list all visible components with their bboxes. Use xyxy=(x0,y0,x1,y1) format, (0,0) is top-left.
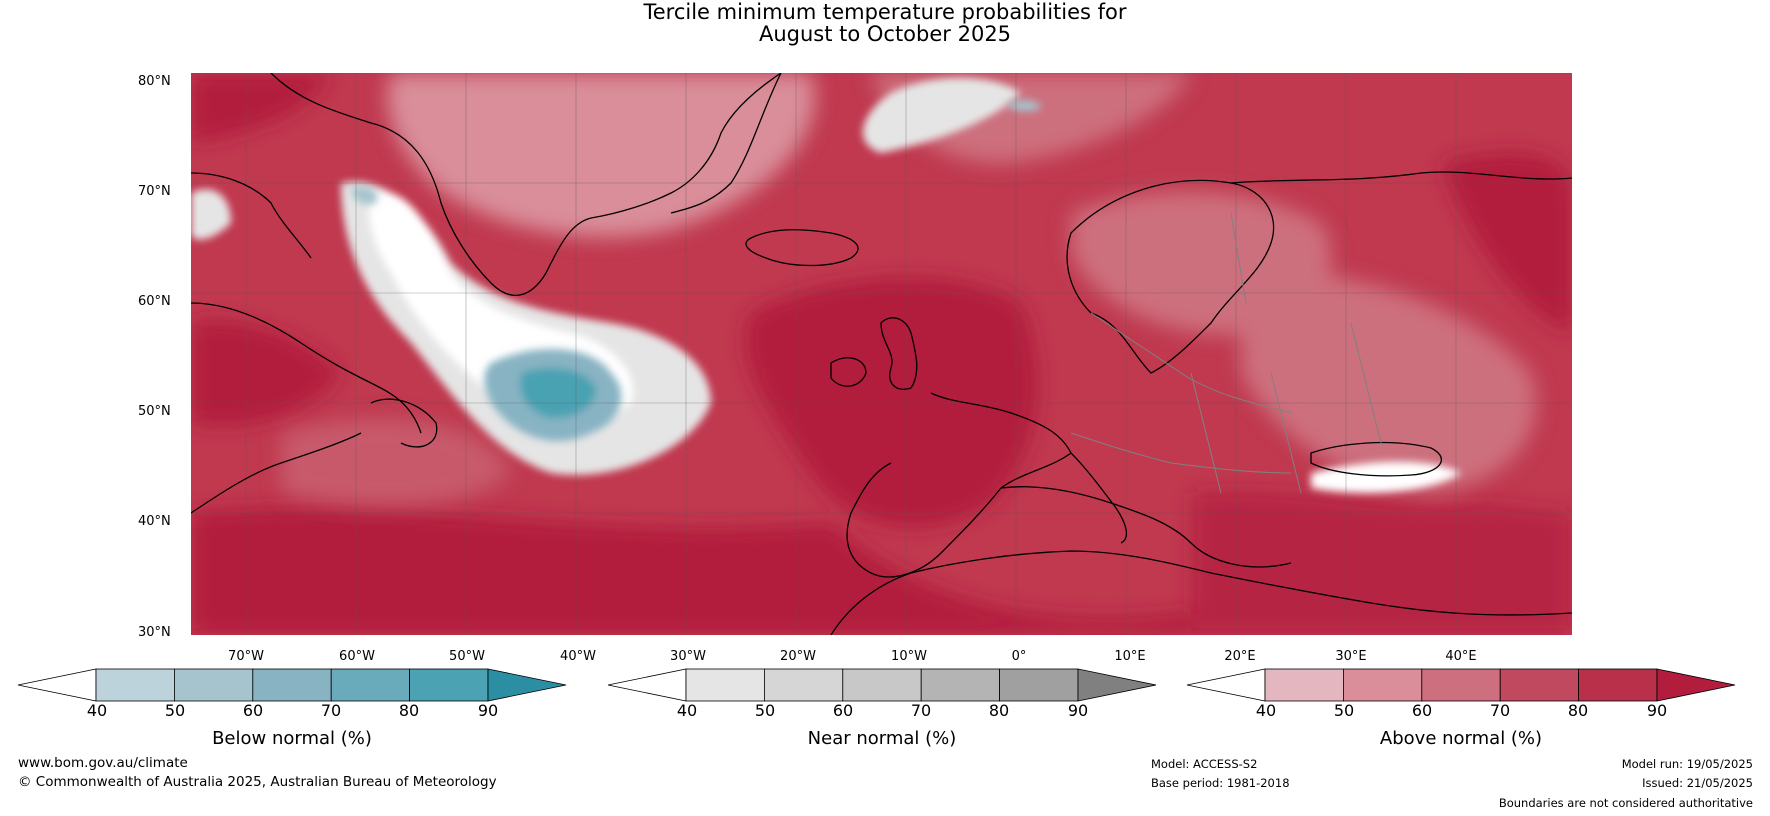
legend-tick: 50 xyxy=(754,701,776,720)
legend-title-below-normal: Below normal (%) xyxy=(212,728,372,749)
legend-tick: 50 xyxy=(1333,701,1355,720)
legend-tick: 70 xyxy=(320,701,342,720)
colorbar-extension-high xyxy=(487,668,567,702)
legend-tick: 70 xyxy=(1489,701,1511,720)
colorbar-segment xyxy=(763,668,844,702)
national-borders xyxy=(1070,212,1382,494)
legend-near-normal xyxy=(607,668,1157,702)
colorbar-segment xyxy=(999,668,1079,702)
colorbar-extension-low xyxy=(17,668,97,702)
legend-tick: 60 xyxy=(1411,701,1433,720)
graticule xyxy=(191,73,1572,635)
latitude-label: 80°N xyxy=(138,74,171,89)
colorbar-extension-low xyxy=(1186,668,1266,702)
longitude-label: 0° xyxy=(1011,649,1027,664)
colorbar-extension-low xyxy=(607,668,687,702)
legend-tick: 80 xyxy=(988,701,1010,720)
longitude-label: 30°W xyxy=(670,649,706,664)
coastlines xyxy=(191,73,1572,635)
latitude-label: 40°N xyxy=(138,514,171,529)
longitude-label: 40°E xyxy=(1445,649,1477,664)
legend-tick: 40 xyxy=(676,701,698,720)
colorbar-above-normal xyxy=(1186,668,1736,702)
legend-tick: 90 xyxy=(1646,701,1668,720)
latitude-label: 70°N xyxy=(138,184,171,199)
colorbar-segment xyxy=(1264,668,1344,702)
colorbar-segment xyxy=(1499,668,1580,702)
probability-map xyxy=(191,73,1572,635)
map-svg xyxy=(191,73,1572,635)
latitude-label: 50°N xyxy=(138,404,171,419)
legend-tick: 90 xyxy=(477,701,499,720)
longitude-label: 40°W xyxy=(560,649,596,664)
footer-model-run: Model run: 19/05/2025 xyxy=(1621,757,1753,771)
legend-tick: 60 xyxy=(832,701,854,720)
legend-tick: 60 xyxy=(242,701,264,720)
legend-tick: 80 xyxy=(398,701,420,720)
colorbar-segment xyxy=(1578,668,1658,702)
legend-tick: 40 xyxy=(1255,701,1277,720)
longitude-label: 50°W xyxy=(449,649,485,664)
colorbar-segment xyxy=(920,668,1001,702)
footer-model: Model: ACCESS-S2 xyxy=(1151,757,1258,771)
longitude-label: 20°W xyxy=(780,649,816,664)
below-normal-shading xyxy=(351,100,1041,442)
colorbar-below-normal xyxy=(17,668,567,702)
colorbar-segment xyxy=(842,668,922,702)
legend-tick: 40 xyxy=(86,701,108,720)
legend-tick: 80 xyxy=(1567,701,1589,720)
colorbar-segment xyxy=(173,668,254,702)
chart-title-line-1: Tercile minimum temperature probabilitie… xyxy=(643,0,1127,24)
longitude-label: 60°W xyxy=(339,649,375,664)
colorbar-segment xyxy=(95,668,175,702)
footer-website: www.bom.gov.au/climate xyxy=(18,755,188,771)
above-normal-deep-shading xyxy=(191,73,1572,635)
colorbar-segment xyxy=(685,668,765,702)
colorbar-segment xyxy=(1421,668,1501,702)
legend-tick: 90 xyxy=(1067,701,1089,720)
footer-disclaimer: Boundaries are not considered authoritat… xyxy=(1498,796,1753,810)
colorbar-segment xyxy=(1342,668,1423,702)
colorbar-segment xyxy=(252,668,332,702)
longitude-label: 20°E xyxy=(1224,649,1256,664)
colorbar-segment xyxy=(330,668,411,702)
colorbar-extension-high xyxy=(1077,668,1157,702)
legend-title-above-normal: Above normal (%) xyxy=(1379,728,1543,749)
footer-copyright: © Commonwealth of Australia 2025, Austra… xyxy=(18,774,497,790)
colorbar-segment xyxy=(409,668,489,702)
colorbar-near-normal xyxy=(607,668,1157,702)
longitude-label: 10°W xyxy=(891,649,927,664)
latitude-label: 60°N xyxy=(138,294,171,309)
legend-tick: 50 xyxy=(164,701,186,720)
footer-issued: Issued: 21/05/2025 xyxy=(1642,776,1753,790)
longitude-label: 70°W xyxy=(228,649,264,664)
legend-tick: 70 xyxy=(910,701,932,720)
legend-title-near-normal: Near normal (%) xyxy=(807,728,957,749)
colorbar-extension-high xyxy=(1656,668,1736,702)
longitude-label: 10°E xyxy=(1114,649,1146,664)
chart-title-line-2: August to October 2025 xyxy=(758,22,1012,46)
footer-base-period: Base period: 1981-2018 xyxy=(1151,776,1290,790)
legend-below-normal xyxy=(17,668,567,702)
longitude-label: 30°E xyxy=(1335,649,1367,664)
legend-above-normal xyxy=(1186,668,1736,702)
latitude-label: 30°N xyxy=(138,625,171,640)
